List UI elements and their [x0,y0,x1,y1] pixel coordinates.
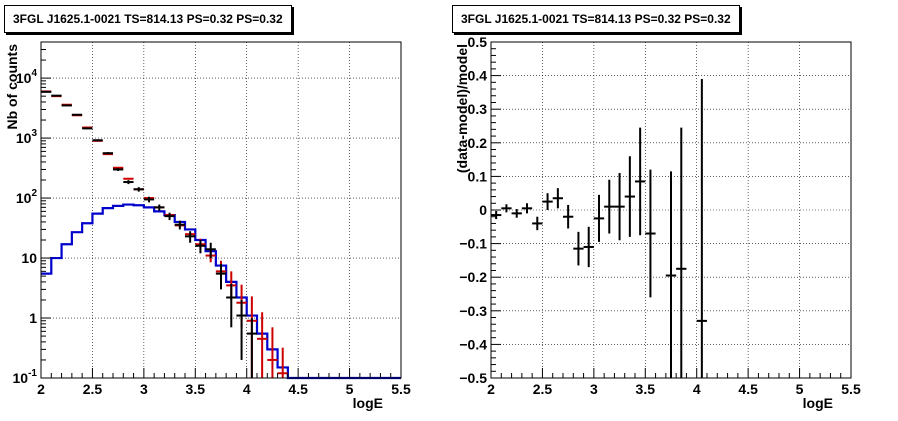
residual-point [593,194,605,242]
x-tick-label: 3 [590,381,598,397]
x-tick-label: 4.5 [738,381,758,397]
x-tick-label: 2.5 [533,381,553,397]
data-point [143,196,155,203]
residual-point [552,188,563,209]
x-axis-label: logE [803,395,833,411]
model-marker [257,312,268,378]
residual-point [583,226,594,268]
y-tick-label: 0.1 [468,168,488,184]
model-marker [267,327,278,378]
y-tick-label: −0.3 [459,303,487,319]
x-tick-label: 5 [796,381,804,397]
data-point [185,231,196,243]
x-tick-label: 3.5 [636,381,656,397]
data-point [236,299,247,360]
x-tick-label: 2.5 [83,381,103,397]
data-point [92,139,103,142]
model-marker [277,347,288,378]
x-tick-label: 3.5 [186,381,206,397]
residual-point [542,193,553,210]
data-point [215,263,227,290]
y-axis-label: (data-model)/model [454,44,470,173]
plot-area [41,42,401,378]
y-tick-label: 103 [16,128,38,146]
data-point [164,212,175,221]
y-tick-label: −0.5 [459,370,487,386]
residual-point [614,173,625,241]
data-point [174,220,185,230]
x-tick-label: 4 [693,381,701,397]
residual-point [604,179,615,234]
x-tick-label: 2 [37,381,45,397]
y-tick-label: 104 [16,68,38,86]
right-plot-data [491,78,707,378]
residual-point [676,127,687,378]
residual-point [635,127,646,236]
plot-frame [40,41,402,379]
x-axis-label: logE [353,395,383,411]
y-tick-label: −0.4 [459,336,487,352]
data-point [51,94,62,97]
left-chart-title: 3FGL J1625.1-0021 TS=814.13 PS=0.32 PS=0… [4,5,292,33]
data-point [123,180,134,185]
y-tick-label: 0.4 [468,68,488,84]
x-tick-label: 5.5 [391,381,411,397]
x-tick-label: 4 [243,381,251,397]
residual-point [563,204,574,229]
data-point [133,187,144,192]
data-point [71,113,83,116]
data-point [113,168,124,171]
x-tick-label: 2 [487,381,495,397]
x-tick-label: 4.5 [288,381,308,397]
data-point [82,127,93,130]
y-axis-label: Nb of counts [4,44,20,130]
data-point [195,239,206,254]
residual-point [645,169,656,298]
data-point [205,242,216,259]
data-point [246,318,257,378]
residual-point [501,204,512,213]
y-tick-label: 0 [479,202,487,218]
data-point [102,152,113,155]
x-tick-label: 5 [346,381,354,397]
residual-point [665,171,677,378]
y-tick-label: 0.3 [468,101,488,117]
residual-point [532,216,543,231]
x-tick-label: 5.5 [841,381,861,397]
y-tick-label: 10-1 [13,368,38,386]
data-point [61,104,72,107]
x-tick-label: 3 [140,381,148,397]
y-tick-label: 1 [29,310,37,326]
y-tick-label: 0.2 [468,135,488,151]
residual-point [624,156,635,237]
right-chart-title: 3FGL J1625.1-0021 TS=814.13 PS=0.32 PS=0… [452,5,740,33]
residual-point [521,203,533,214]
y-tick-label: −0.2 [459,269,487,285]
y-tick-label: 0.5 [468,34,488,50]
residual-point [511,208,522,218]
y-tick-label: 102 [16,188,38,206]
y-tick-label: 10 [21,250,37,266]
residual-point [696,78,707,378]
data-point [154,204,165,211]
residual-point [491,211,502,220]
residual-point [573,231,584,266]
y-tick-label: −0.1 [459,236,487,252]
data-point [226,283,237,328]
